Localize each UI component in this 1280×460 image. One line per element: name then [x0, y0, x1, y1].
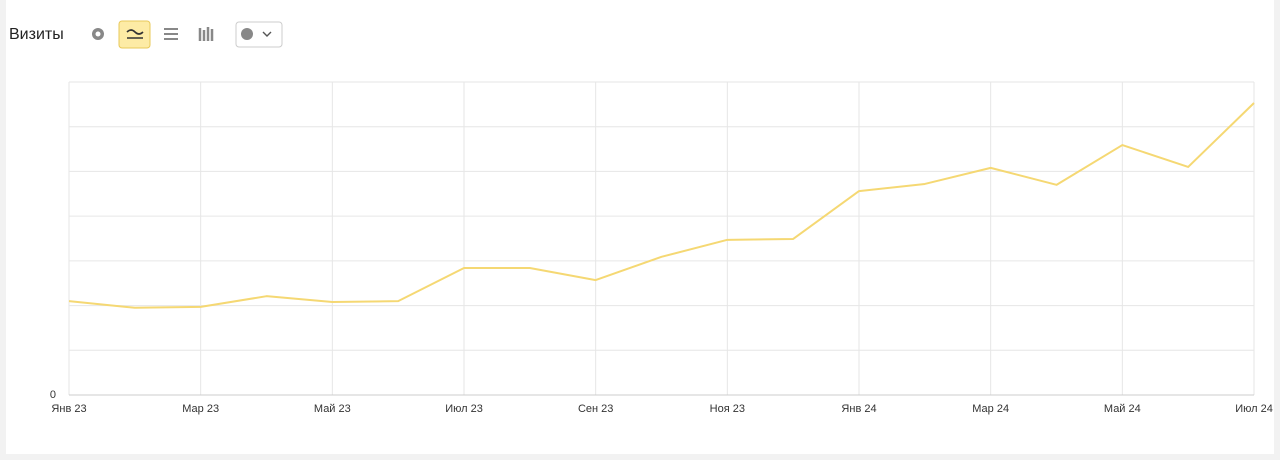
pie-view-button[interactable]	[92, 28, 104, 40]
y-tick-label: 0	[50, 389, 56, 401]
x-tick-label: Мар 24	[972, 403, 1009, 415]
x-tick-label: Июл 23	[445, 403, 483, 415]
bar-view-button[interactable]	[198, 27, 214, 41]
x-tick-label: Май 23	[314, 403, 351, 415]
line	[68, 102, 1255, 309]
chart-title: Визиты	[9, 26, 64, 43]
x-tick-label: Янв 23	[51, 403, 86, 415]
area-view-button[interactable]	[164, 28, 178, 40]
x-tick-label: Июл 24	[1235, 403, 1273, 415]
x-tick-label: Май 24	[1104, 403, 1141, 415]
x-tick-label: Мар 23	[182, 403, 219, 415]
x-tick-label: Сен 23	[578, 403, 613, 415]
card	[6, 0, 1274, 454]
x-tick-label: Янв 24	[841, 403, 876, 415]
x-tick-label: Ноя 23	[710, 403, 745, 415]
line-view-button[interactable]	[118, 20, 151, 49]
toolbar	[92, 20, 283, 49]
annotations-dropdown[interactable]	[235, 21, 283, 48]
